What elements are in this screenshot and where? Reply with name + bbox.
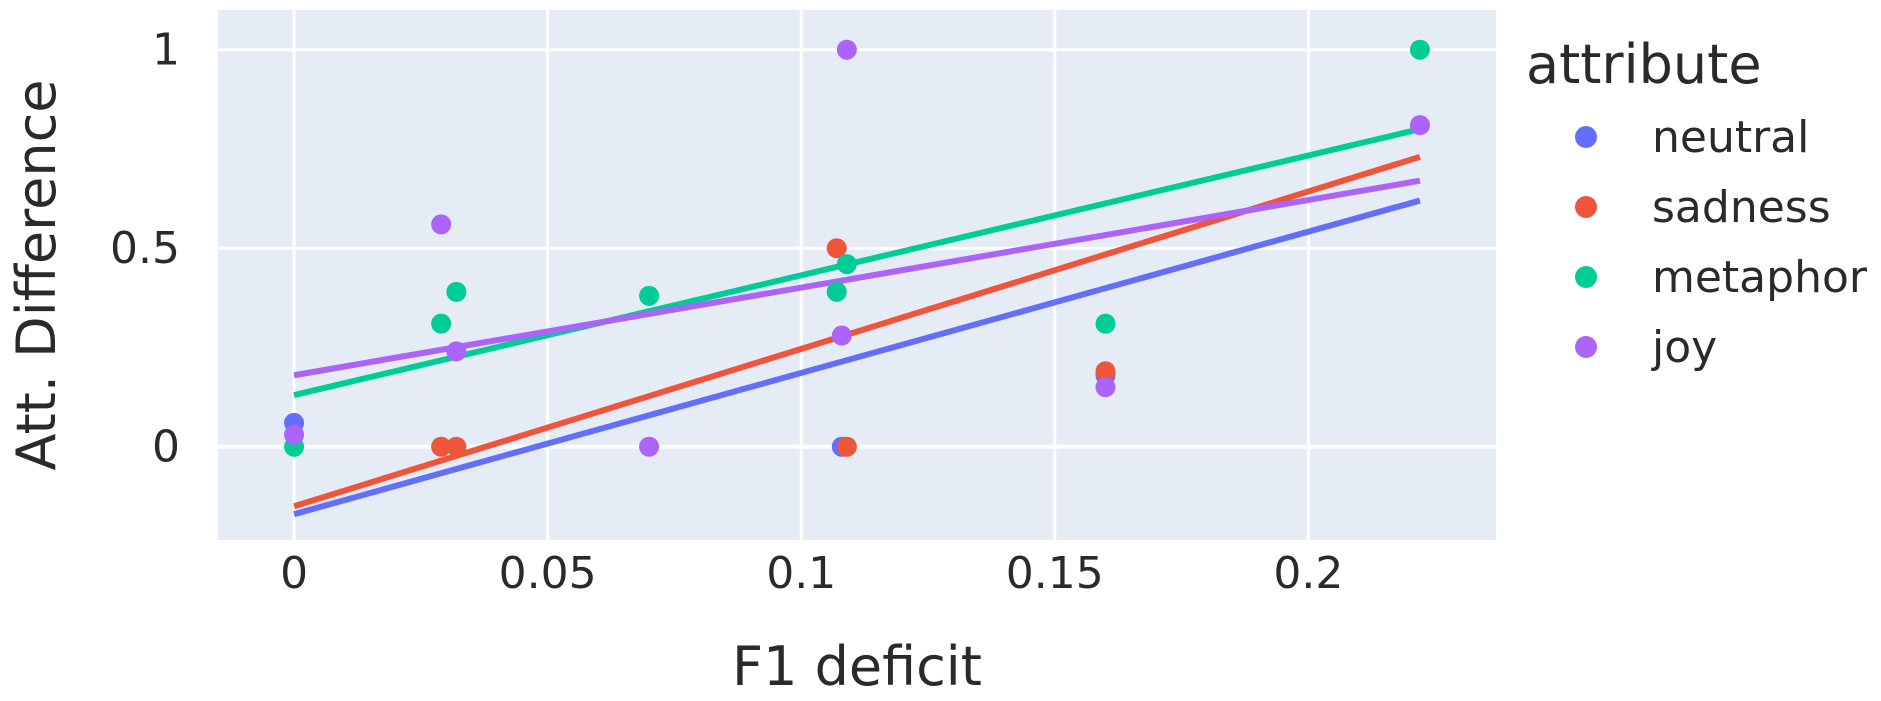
point-joy — [1409, 115, 1430, 136]
point-sadness — [431, 436, 452, 457]
point-joy — [446, 341, 467, 362]
legend-label-metaphor: metaphor — [1652, 252, 1868, 303]
trend-line-joy — [293, 177, 1421, 379]
y-tick-label: 1 — [152, 25, 180, 76]
y-axis-title: Att. Difference — [5, 79, 68, 470]
point-metaphor — [836, 254, 857, 275]
y-tick-label: 0 — [152, 422, 180, 473]
x-tick-label: 0.1 — [766, 548, 836, 599]
trend-lines — [293, 126, 1421, 518]
point-joy — [284, 424, 305, 445]
trend-line-neutral — [293, 197, 1421, 518]
legend-label-neutral: neutral — [1652, 112, 1809, 163]
point-sadness — [836, 436, 857, 457]
point-sadness — [1095, 361, 1116, 382]
point-metaphor — [1409, 39, 1430, 60]
y-tick-label: 0.5 — [110, 223, 180, 274]
x-tick-label: 0 — [280, 548, 308, 599]
point-metaphor — [431, 313, 452, 334]
x-tick-labels: 0 0.05 0.1 0.15 0.2 — [280, 548, 1343, 599]
legend-marker-sadness — [1575, 196, 1597, 218]
point-joy — [431, 214, 452, 235]
trend-line-metaphor — [293, 126, 1421, 399]
point-joy — [836, 39, 857, 60]
point-sadness — [446, 436, 467, 457]
x-axis-title: F1 deficit — [732, 635, 982, 698]
x-tick-label: 0.2 — [1273, 548, 1343, 599]
x-tick-label: 0.05 — [499, 548, 597, 599]
legend-marker-joy — [1575, 336, 1597, 358]
x-tick-label: 0.15 — [1006, 548, 1104, 599]
y-tick-labels: 00.51 — [110, 25, 180, 473]
data-points — [284, 39, 1430, 457]
legend-label-joy: joy — [1651, 322, 1717, 373]
point-joy — [831, 325, 852, 346]
point-metaphor — [639, 285, 660, 306]
point-metaphor — [826, 281, 847, 302]
point-metaphor — [1095, 313, 1116, 334]
legend-marker-neutral — [1575, 126, 1597, 148]
legend-marker-metaphor — [1575, 266, 1597, 288]
point-metaphor — [446, 281, 467, 302]
point-joy — [639, 436, 660, 457]
legend-label-sadness: sadness — [1652, 182, 1831, 233]
legend: attribute neutral sadness metaphor joy — [1526, 33, 1868, 373]
point-joy — [1095, 377, 1116, 398]
point-sadness — [826, 238, 847, 259]
legend-title: attribute — [1526, 33, 1762, 96]
